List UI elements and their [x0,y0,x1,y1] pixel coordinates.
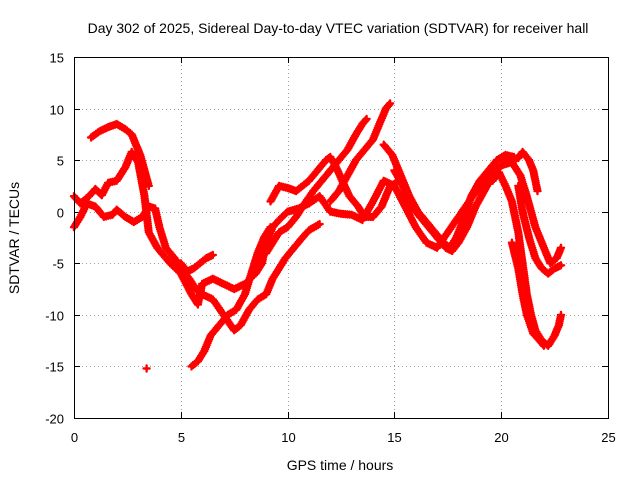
x-tick-label: 5 [178,430,185,445]
x-tick-label: 25 [601,430,615,445]
series-track-5 [187,223,275,371]
series-outlier [142,364,151,373]
data-points [69,99,566,373]
series-track-8 [262,114,371,258]
x-tick-label: 10 [281,430,295,445]
y-tick-label: -20 [45,412,64,427]
series-track-11 [379,140,519,252]
y-tick-label: 10 [50,103,64,118]
y-tick-label: -15 [45,360,64,375]
y-axis-label: SDTVAR / TECUs [6,182,22,294]
series-track-9 [326,99,395,206]
y-tick-label: 0 [57,206,64,221]
series-track-14 [514,181,566,278]
series-track-3 [86,119,153,191]
y-tick-label: 15 [50,51,64,66]
y-tick-label: -10 [45,309,64,324]
x-tick-label: 15 [387,430,401,445]
x-tick-label: 20 [494,430,508,445]
chart-title: Day 302 of 2025, Sidereal Day-to-day VTE… [88,20,589,36]
series-track-6 [176,250,217,276]
x-tick-label: 0 [71,430,78,445]
series-track-13 [507,238,549,350]
series-track-4 [144,202,324,335]
series-track-2 [69,199,153,232]
axis-ticks: 0 5 10 15 20 25 -20 -15 -10 -5 0 5 10 15 [45,51,616,446]
y-tick-label: -5 [52,257,64,272]
x-axis-label: GPS time / hours [287,457,394,473]
plot-frame [74,57,609,419]
y-tick-label: 5 [57,154,64,169]
